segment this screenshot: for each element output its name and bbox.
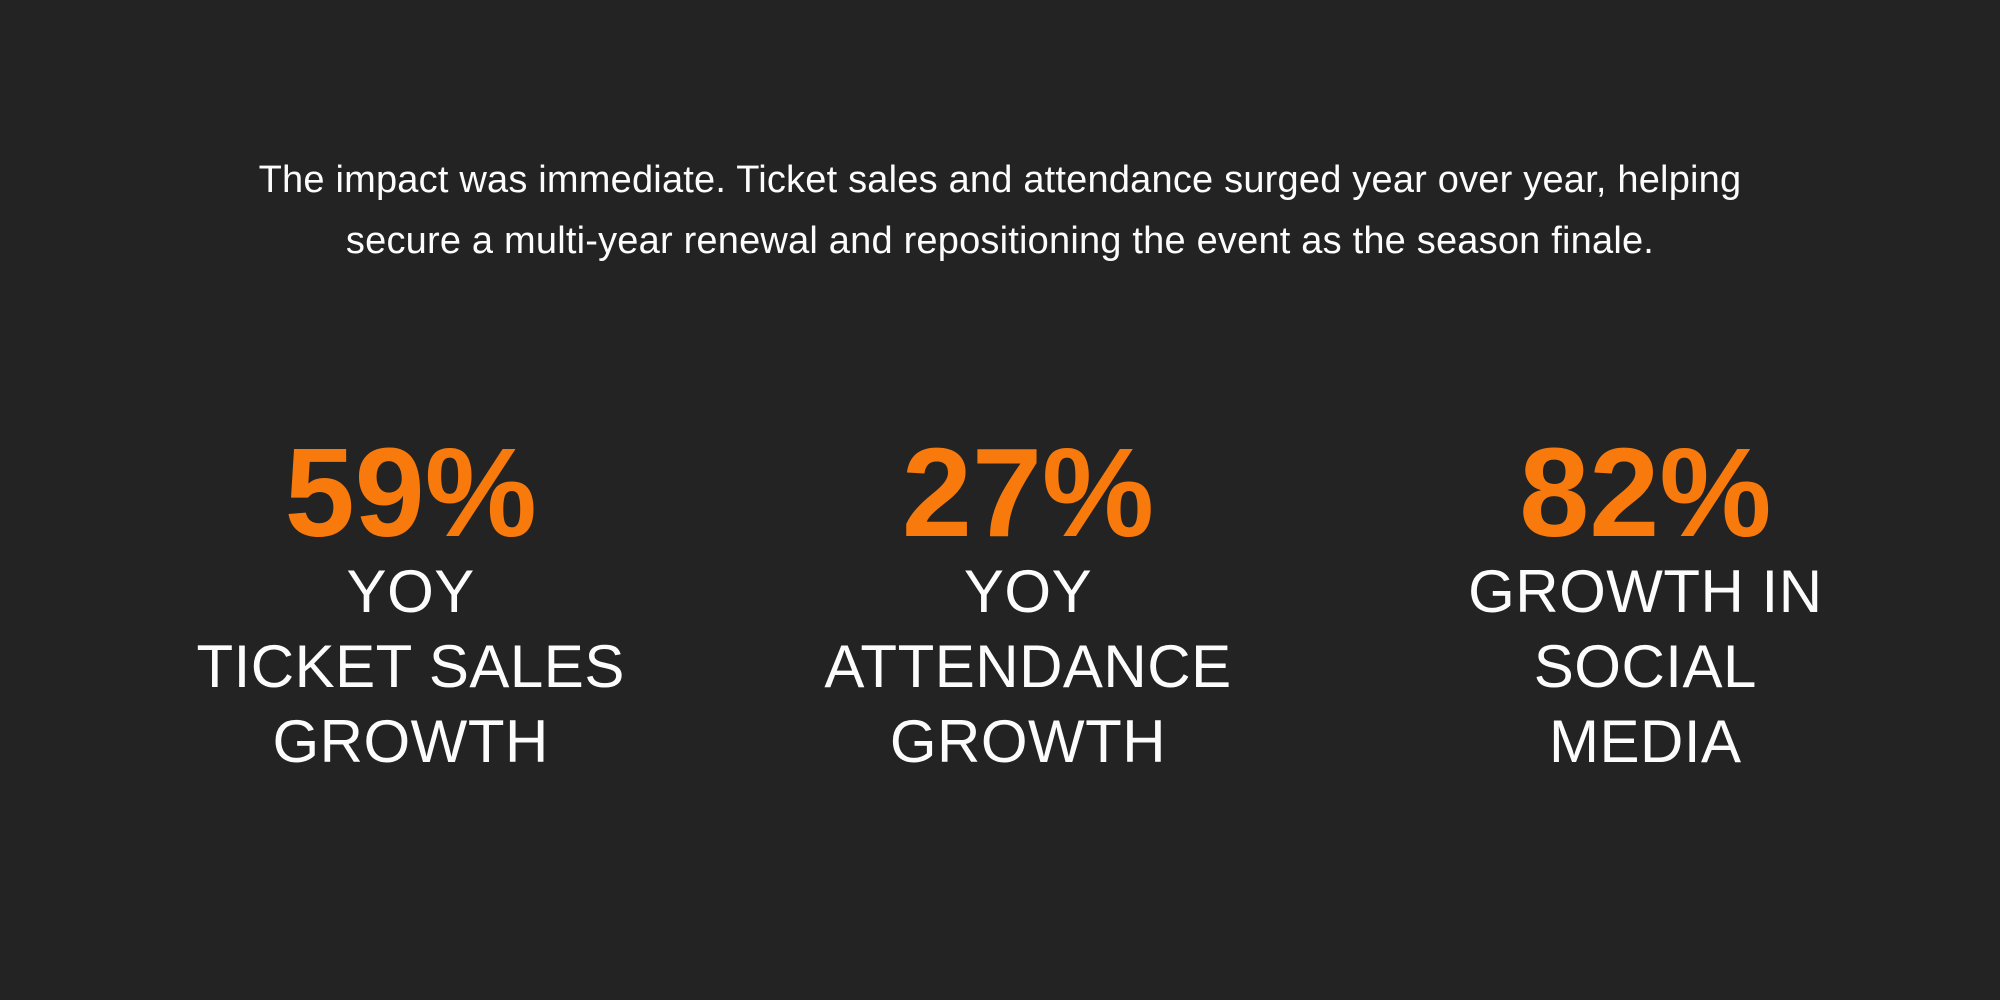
intro-paragraph: The impact was immediate. Ticket sales a… <box>258 159 1742 262</box>
stat-ticket-sales-growth: 59% YOY TICKET SALES GROWTH <box>102 430 719 779</box>
stat-value-social-media: 82% <box>1519 422 1772 563</box>
stats-row: 59% YOY TICKET SALES GROWTH 27% YOY ATTE… <box>102 430 1954 779</box>
stat-value-attendance: 27% <box>901 422 1155 563</box>
stat-label-ticket-sales: YOY TICKET SALES GROWTH <box>196 558 625 775</box>
stat-label-social-media: GROWTH IN SOCIAL MEDIA <box>1468 558 1823 775</box>
stat-value-ticket-sales: 59% <box>284 422 537 563</box>
stat-social-media-growth: 82% GROWTH IN SOCIAL MEDIA <box>1337 430 1954 779</box>
stat-attendance-growth: 27% YOY ATTENDANCE GROWTH <box>719 430 1336 779</box>
stat-label-attendance: YOY ATTENDANCE GROWTH <box>824 558 1232 775</box>
